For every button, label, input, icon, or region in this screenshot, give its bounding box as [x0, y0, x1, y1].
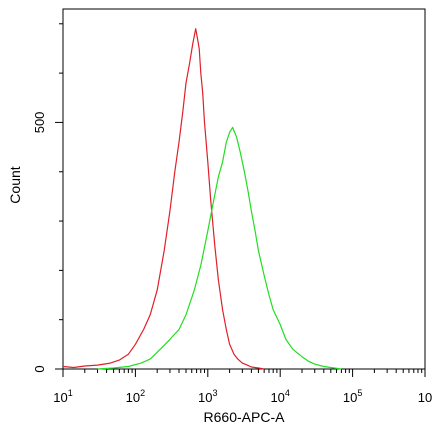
x-tick-label: 10 [418, 390, 432, 405]
y-axis-title: Count [7, 166, 23, 203]
x-axis-title: R660-APC-A [204, 409, 286, 425]
series-line-2 [97, 126, 342, 370]
x-axis-ticks: 101 102 103 104 105 10 [53, 369, 432, 405]
y-tick-label: 500 [32, 112, 47, 134]
x-tick-label: 103 [198, 388, 217, 405]
series-group [62, 28, 342, 370]
x-tick-label: 101 [53, 388, 72, 405]
y-tick-label: 0 [32, 365, 47, 372]
x-tick-label: 102 [126, 388, 145, 405]
plot-frame [62, 8, 426, 370]
x-tick-label: 105 [343, 388, 362, 405]
y-axis-ticks: 0 500 [32, 23, 63, 373]
series-line-1 [62, 28, 265, 370]
x-tick-label: 104 [270, 388, 289, 405]
